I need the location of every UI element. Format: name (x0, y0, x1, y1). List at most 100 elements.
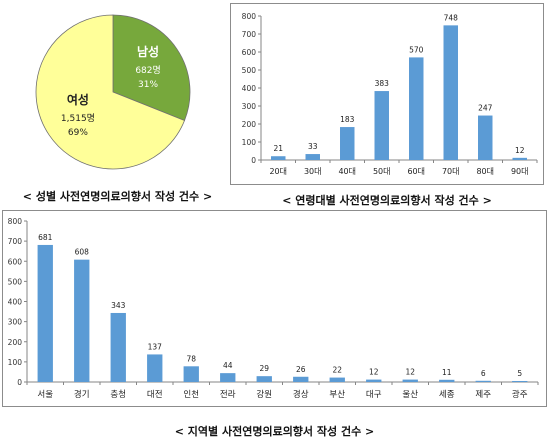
y-tick-label: 500 (242, 66, 257, 75)
x-tick-label: 대전 (147, 389, 163, 400)
bar-value-label: 343 (111, 301, 126, 310)
pie-percent-label: 31% (138, 80, 158, 90)
y-tick-label: 200 (242, 120, 257, 129)
x-tick-label: 충청 (110, 390, 126, 400)
y-tick-label: 300 (8, 318, 23, 327)
pie-category-label: 여성 (67, 92, 89, 107)
x-tick-label: 70대 (442, 167, 460, 176)
x-tick-label: 60대 (407, 167, 425, 176)
bar (409, 57, 424, 160)
x-tick-label: 인천 (183, 389, 199, 400)
age-chart-frame: 0 100 200 300 400 500 600 700 800 21 20대 33 30대 183 40… (230, 3, 544, 185)
pie-value-label: 682명 (135, 65, 160, 76)
x-tick-label: 부산 (329, 389, 345, 400)
x-tick-label: 40대 (338, 167, 356, 176)
bar-value-label: 78 (186, 354, 196, 363)
bar (37, 244, 53, 382)
bar-value-label: 681 (38, 233, 53, 242)
bar-value-label: 29 (259, 364, 269, 373)
bar (374, 91, 389, 160)
y-tick-label: 300 (242, 102, 257, 111)
age-chart-caption: < 연령대별 사전연명의료의향서 작성 건수 > (282, 194, 492, 207)
bar-value-label: 44 (223, 361, 233, 370)
x-tick-label: 강원 (256, 389, 272, 400)
bar-value-label: 6 (481, 369, 486, 378)
bar (183, 366, 199, 382)
bar-value-label: 11 (442, 368, 452, 377)
bar (512, 157, 527, 160)
x-tick-label: 경기 (74, 389, 90, 400)
bar-value-label: 247 (478, 104, 493, 113)
bar-value-label: 183 (340, 115, 355, 124)
y-tick-label: 800 (242, 12, 257, 21)
pie-value-label: 1,515명 (61, 113, 95, 124)
bar-value-label: 21 (273, 144, 283, 153)
y-tick-label: 600 (242, 48, 257, 57)
bar (329, 377, 345, 382)
bar (256, 376, 272, 382)
bar (110, 312, 126, 382)
bar-value-label: 12 (405, 368, 415, 377)
y-tick-label: 100 (8, 358, 23, 367)
y-tick-label: 600 (8, 257, 23, 266)
x-tick-label: 광주 (512, 389, 528, 400)
gender-chart-caption: < 성별 사전연명의료의향서 작성 건수 > (22, 190, 213, 203)
bar-value-label: 608 (75, 248, 90, 257)
bar-value-label: 12 (369, 368, 379, 377)
bar (74, 259, 90, 382)
bar (402, 379, 418, 382)
x-tick-label: 경상 (293, 389, 309, 400)
bar (271, 156, 286, 160)
y-tick-label: 700 (242, 30, 257, 39)
y-tick-label: 400 (8, 298, 23, 307)
bar (366, 379, 382, 382)
x-tick-label: 울산 (402, 389, 418, 400)
bar-value-label: 5 (517, 369, 522, 378)
pie-percent-label: 69% (68, 128, 88, 138)
bar (305, 154, 320, 160)
region-bar-chart: 0 100 200 300 400 500 600 700 800 681 서울 608 경기 343 충청… (8, 217, 539, 400)
bar (220, 373, 236, 382)
x-tick-label: 서울 (37, 390, 53, 400)
bar-value-label: 22 (332, 366, 342, 375)
bar (147, 354, 163, 382)
pie-category-label: 남성 (137, 44, 159, 59)
bar (443, 25, 458, 160)
y-tick-label: 200 (8, 338, 23, 347)
pie-slice (112, 14, 191, 122)
bar-value-label: 12 (515, 146, 525, 155)
bar (340, 127, 355, 160)
x-tick-label: 50대 (373, 167, 391, 176)
y-tick-label: 800 (8, 217, 23, 226)
bar-value-label: 748 (444, 13, 459, 22)
x-tick-label: 80대 (476, 167, 494, 176)
bar (293, 376, 309, 382)
y-tick-label: 100 (242, 138, 257, 147)
bar-value-label: 26 (296, 365, 306, 374)
x-tick-label: 90대 (511, 167, 529, 176)
y-tick-label: 400 (242, 84, 257, 93)
bar (478, 115, 493, 160)
x-tick-label: 세종 (439, 390, 455, 400)
y-tick-label: 700 (8, 237, 23, 246)
x-tick-label: 제주 (475, 390, 491, 400)
region-chart-frame: 0 100 200 300 400 500 600 700 800 681 서울 608 경기 343 충청… (2, 210, 547, 407)
bar-value-label: 383 (375, 79, 390, 88)
bar-value-label: 33 (308, 142, 318, 151)
bar (475, 380, 491, 382)
region-chart-caption: < 지역별 사전연명의료의향서 작성 건수 > (174, 425, 375, 438)
y-tick-label: 0 (251, 156, 256, 165)
y-tick-label: 500 (8, 277, 23, 286)
bar (439, 379, 455, 382)
gender-pie-chart: 남성 682명 31% 여성 1,515명 69% (35, 14, 191, 170)
bar-value-label: 137 (148, 342, 163, 351)
bar (512, 380, 528, 382)
x-tick-label: 전라 (220, 389, 236, 400)
x-tick-label: 30대 (304, 167, 322, 176)
x-tick-label: 20대 (269, 167, 287, 176)
x-tick-label: 대구 (366, 390, 382, 400)
age-bar-chart: 0 100 200 300 400 500 600 700 800 21 20대 33 30대 183 40… (242, 12, 538, 176)
pie-slice (35, 14, 186, 170)
bar-value-label: 570 (409, 45, 424, 54)
y-tick-label: 0 (17, 378, 22, 387)
